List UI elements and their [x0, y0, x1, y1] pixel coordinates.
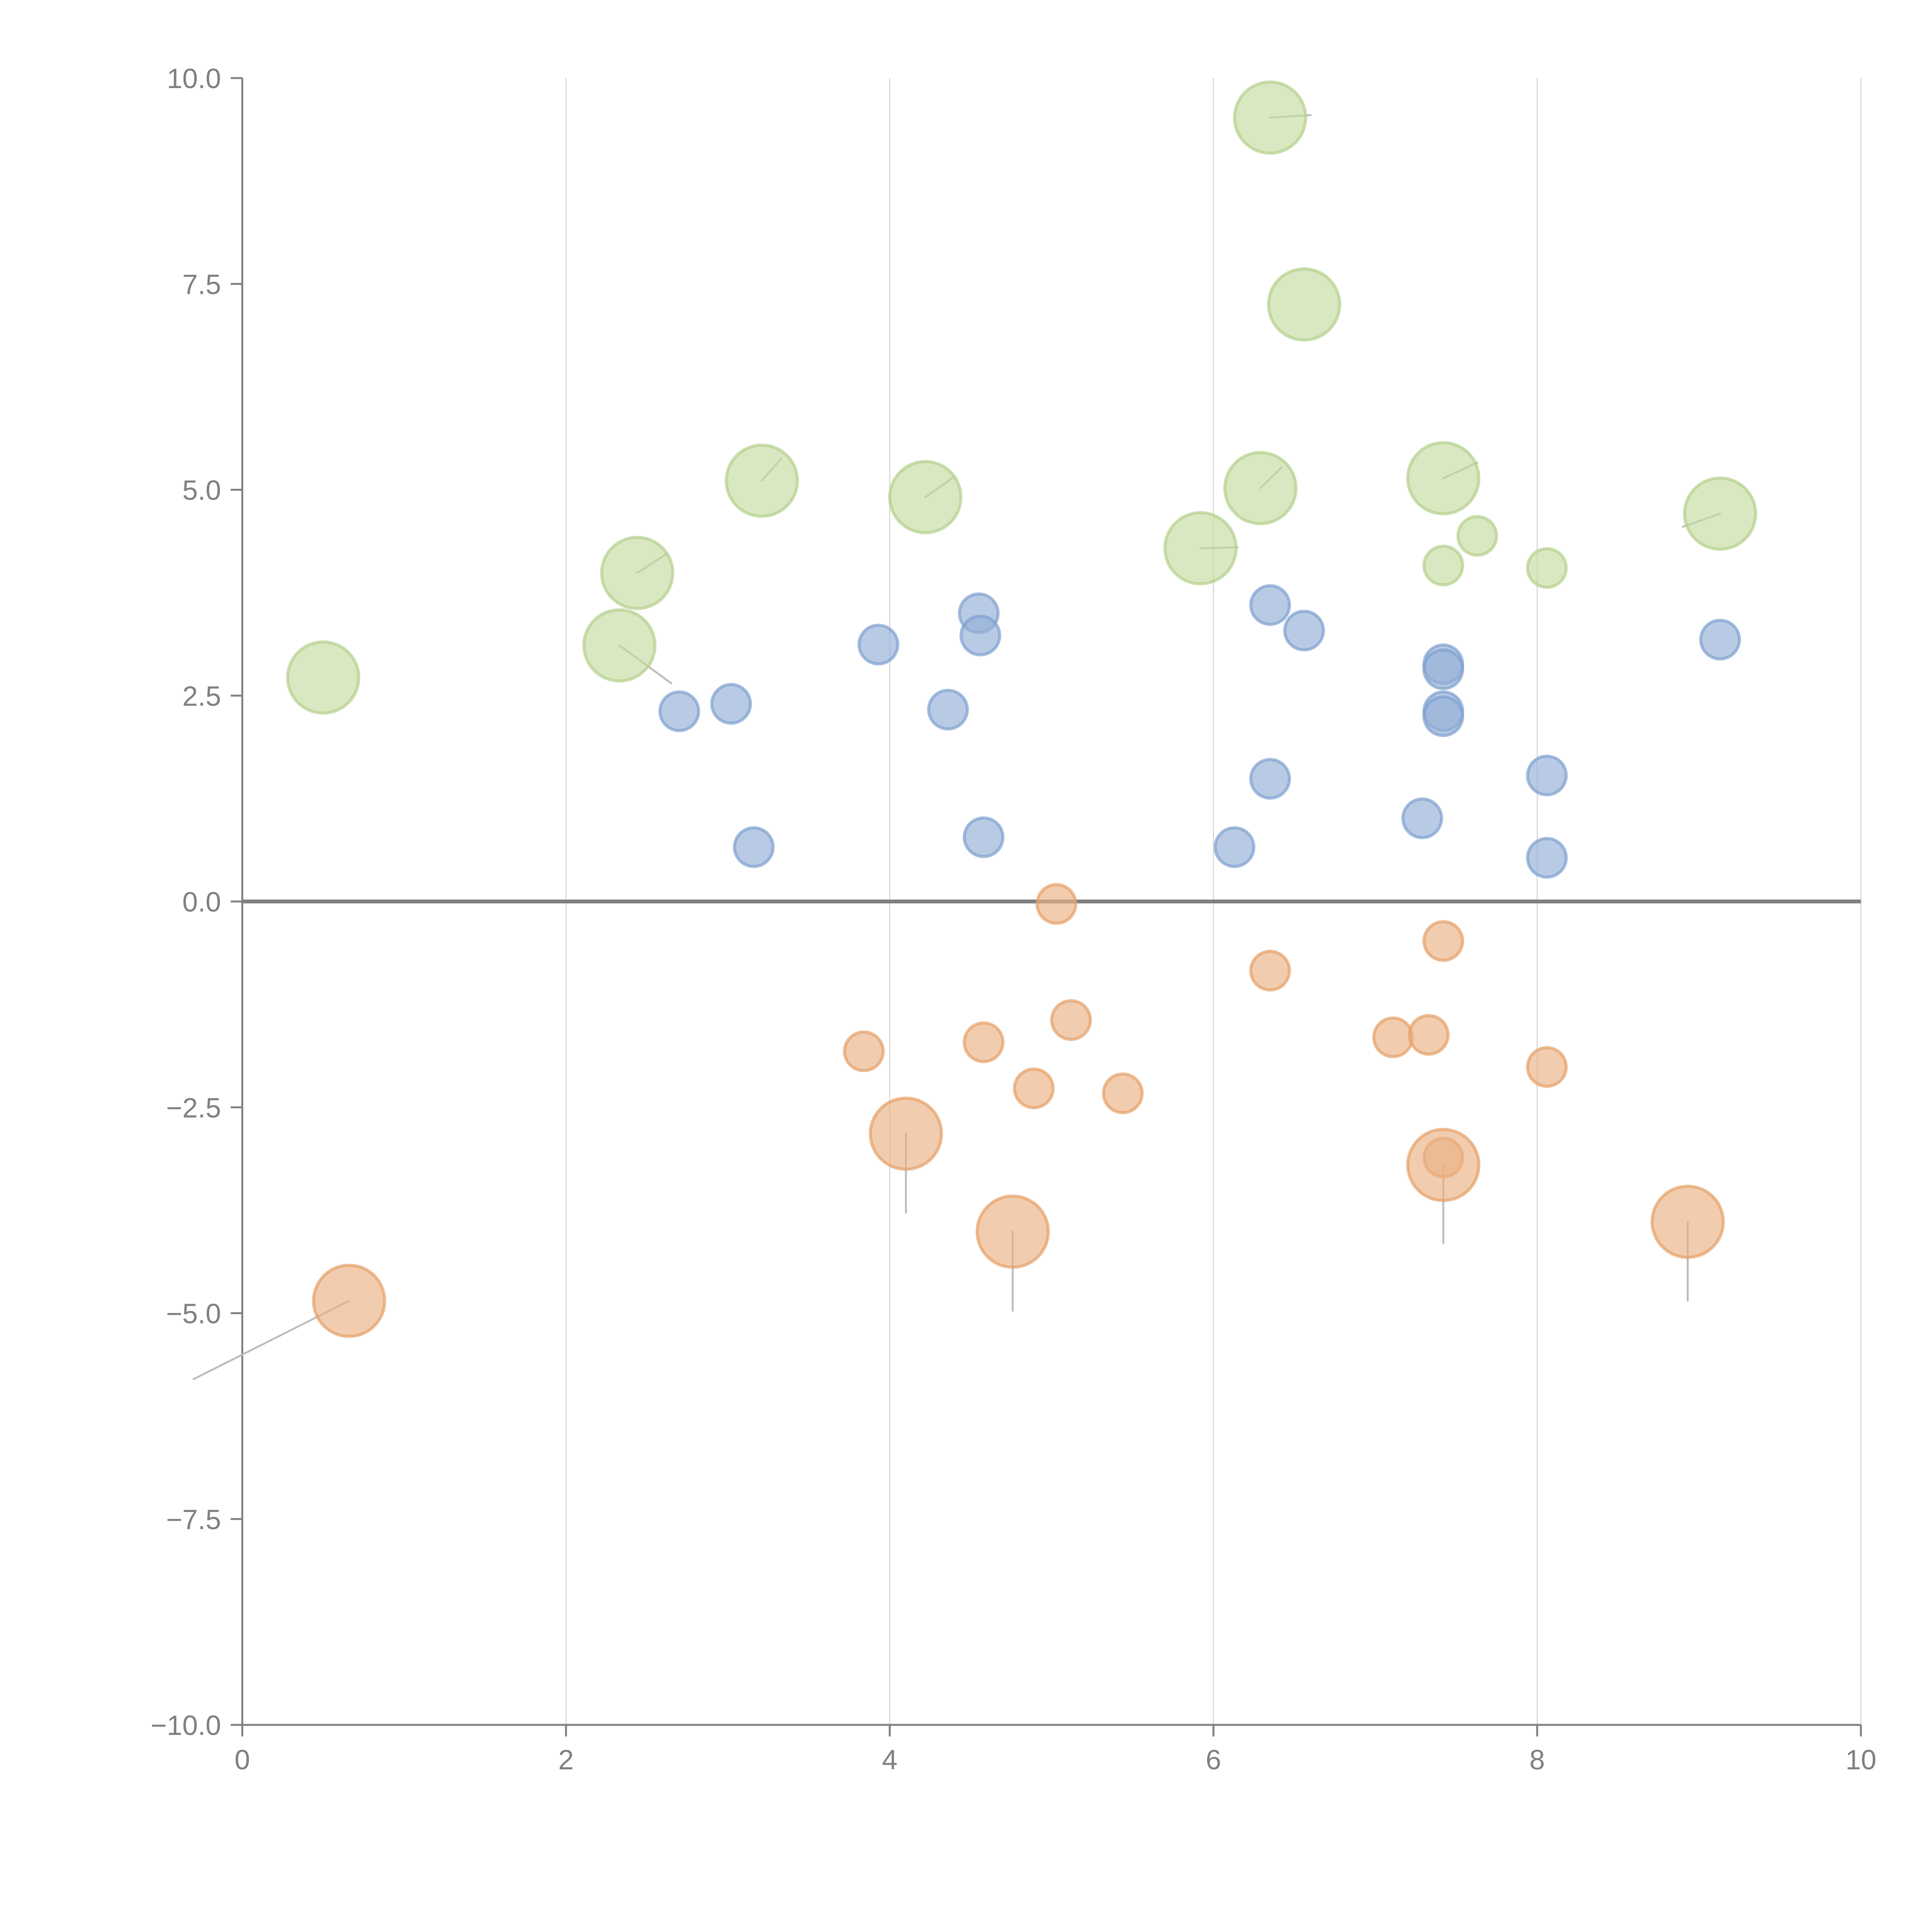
x-tick-label: 8: [1529, 1745, 1545, 1776]
data-point: [733, 826, 775, 868]
series-green: [286, 80, 1757, 715]
data-point: [1249, 758, 1291, 800]
data-point: [857, 624, 900, 666]
x-tick-label: 0: [235, 1745, 250, 1776]
data-point: [1233, 80, 1308, 155]
data-point: [1422, 648, 1464, 690]
data-point: [1102, 1072, 1144, 1114]
data-point: [1372, 1016, 1414, 1058]
data-point: [963, 1021, 1005, 1063]
data-point: [1050, 999, 1092, 1041]
data-point: [869, 1096, 943, 1171]
y-tick-label: −5.0: [166, 1299, 221, 1330]
y-tick-label: −7.5: [166, 1504, 221, 1535]
data-point: [1283, 609, 1325, 651]
data-point: [843, 1030, 885, 1072]
data-point: [1456, 515, 1498, 557]
x-tick-label: 6: [1206, 1745, 1221, 1776]
data-point: [1422, 695, 1464, 737]
data-point: [710, 683, 752, 725]
data-point: [582, 608, 657, 683]
data-point: [1249, 584, 1291, 626]
x-tick-label: 4: [882, 1745, 898, 1776]
data-point: [1408, 1014, 1450, 1056]
data-point: [959, 614, 1002, 656]
data-point: [1223, 451, 1298, 526]
data-point: [1401, 797, 1443, 839]
series-orange: [312, 883, 1725, 1338]
data-point: [963, 816, 1005, 858]
y-axis-ticks: 10.0 7.5 5.0 2.5 0.0 −2.5 −5.0 −7.5 −10.0: [151, 63, 242, 1741]
data-point: [312, 1264, 386, 1338]
data-points: [286, 80, 1757, 1338]
data-point: [1422, 544, 1464, 587]
data-point: [286, 640, 361, 715]
data-point: [1526, 837, 1568, 879]
data-point: [1526, 1046, 1568, 1088]
data-point: [927, 689, 969, 731]
data-point: [1650, 1184, 1725, 1259]
data-point: [975, 1194, 1050, 1269]
y-tick-label: 7.5: [182, 269, 221, 300]
y-tick-label: 2.5: [182, 681, 221, 712]
x-axis-ticks: 0 2 4 6 8 10: [235, 1725, 1876, 1776]
data-point: [1683, 476, 1757, 551]
data-point: [1526, 547, 1568, 589]
series-blue: [658, 584, 1741, 879]
y-tick-label: 10.0: [167, 63, 221, 94]
y-tick-label: −2.5: [166, 1093, 221, 1124]
y-tick-label: 0.0: [182, 887, 221, 918]
data-point: [1249, 950, 1291, 992]
data-point: [1406, 441, 1481, 515]
data-point: [724, 444, 799, 518]
data-point: [1013, 1067, 1055, 1109]
data-point: [1406, 1128, 1481, 1202]
data-point: [1163, 511, 1238, 585]
data-point: [1699, 619, 1741, 661]
data-point: [600, 536, 675, 610]
data-point: [888, 460, 963, 534]
data-point: [1267, 267, 1341, 342]
data-point: [1422, 920, 1464, 962]
x-tick-label: 10: [1845, 1745, 1876, 1776]
label-leaders: [192, 114, 1721, 1380]
data-point: [1526, 754, 1568, 796]
x-tick-label: 2: [558, 1745, 574, 1776]
data-point: [1036, 883, 1078, 925]
y-tick-label: −10.0: [151, 1710, 221, 1741]
data-point: [1213, 826, 1255, 868]
y-tick-label: 5.0: [182, 475, 221, 506]
data-point: [658, 690, 701, 732]
